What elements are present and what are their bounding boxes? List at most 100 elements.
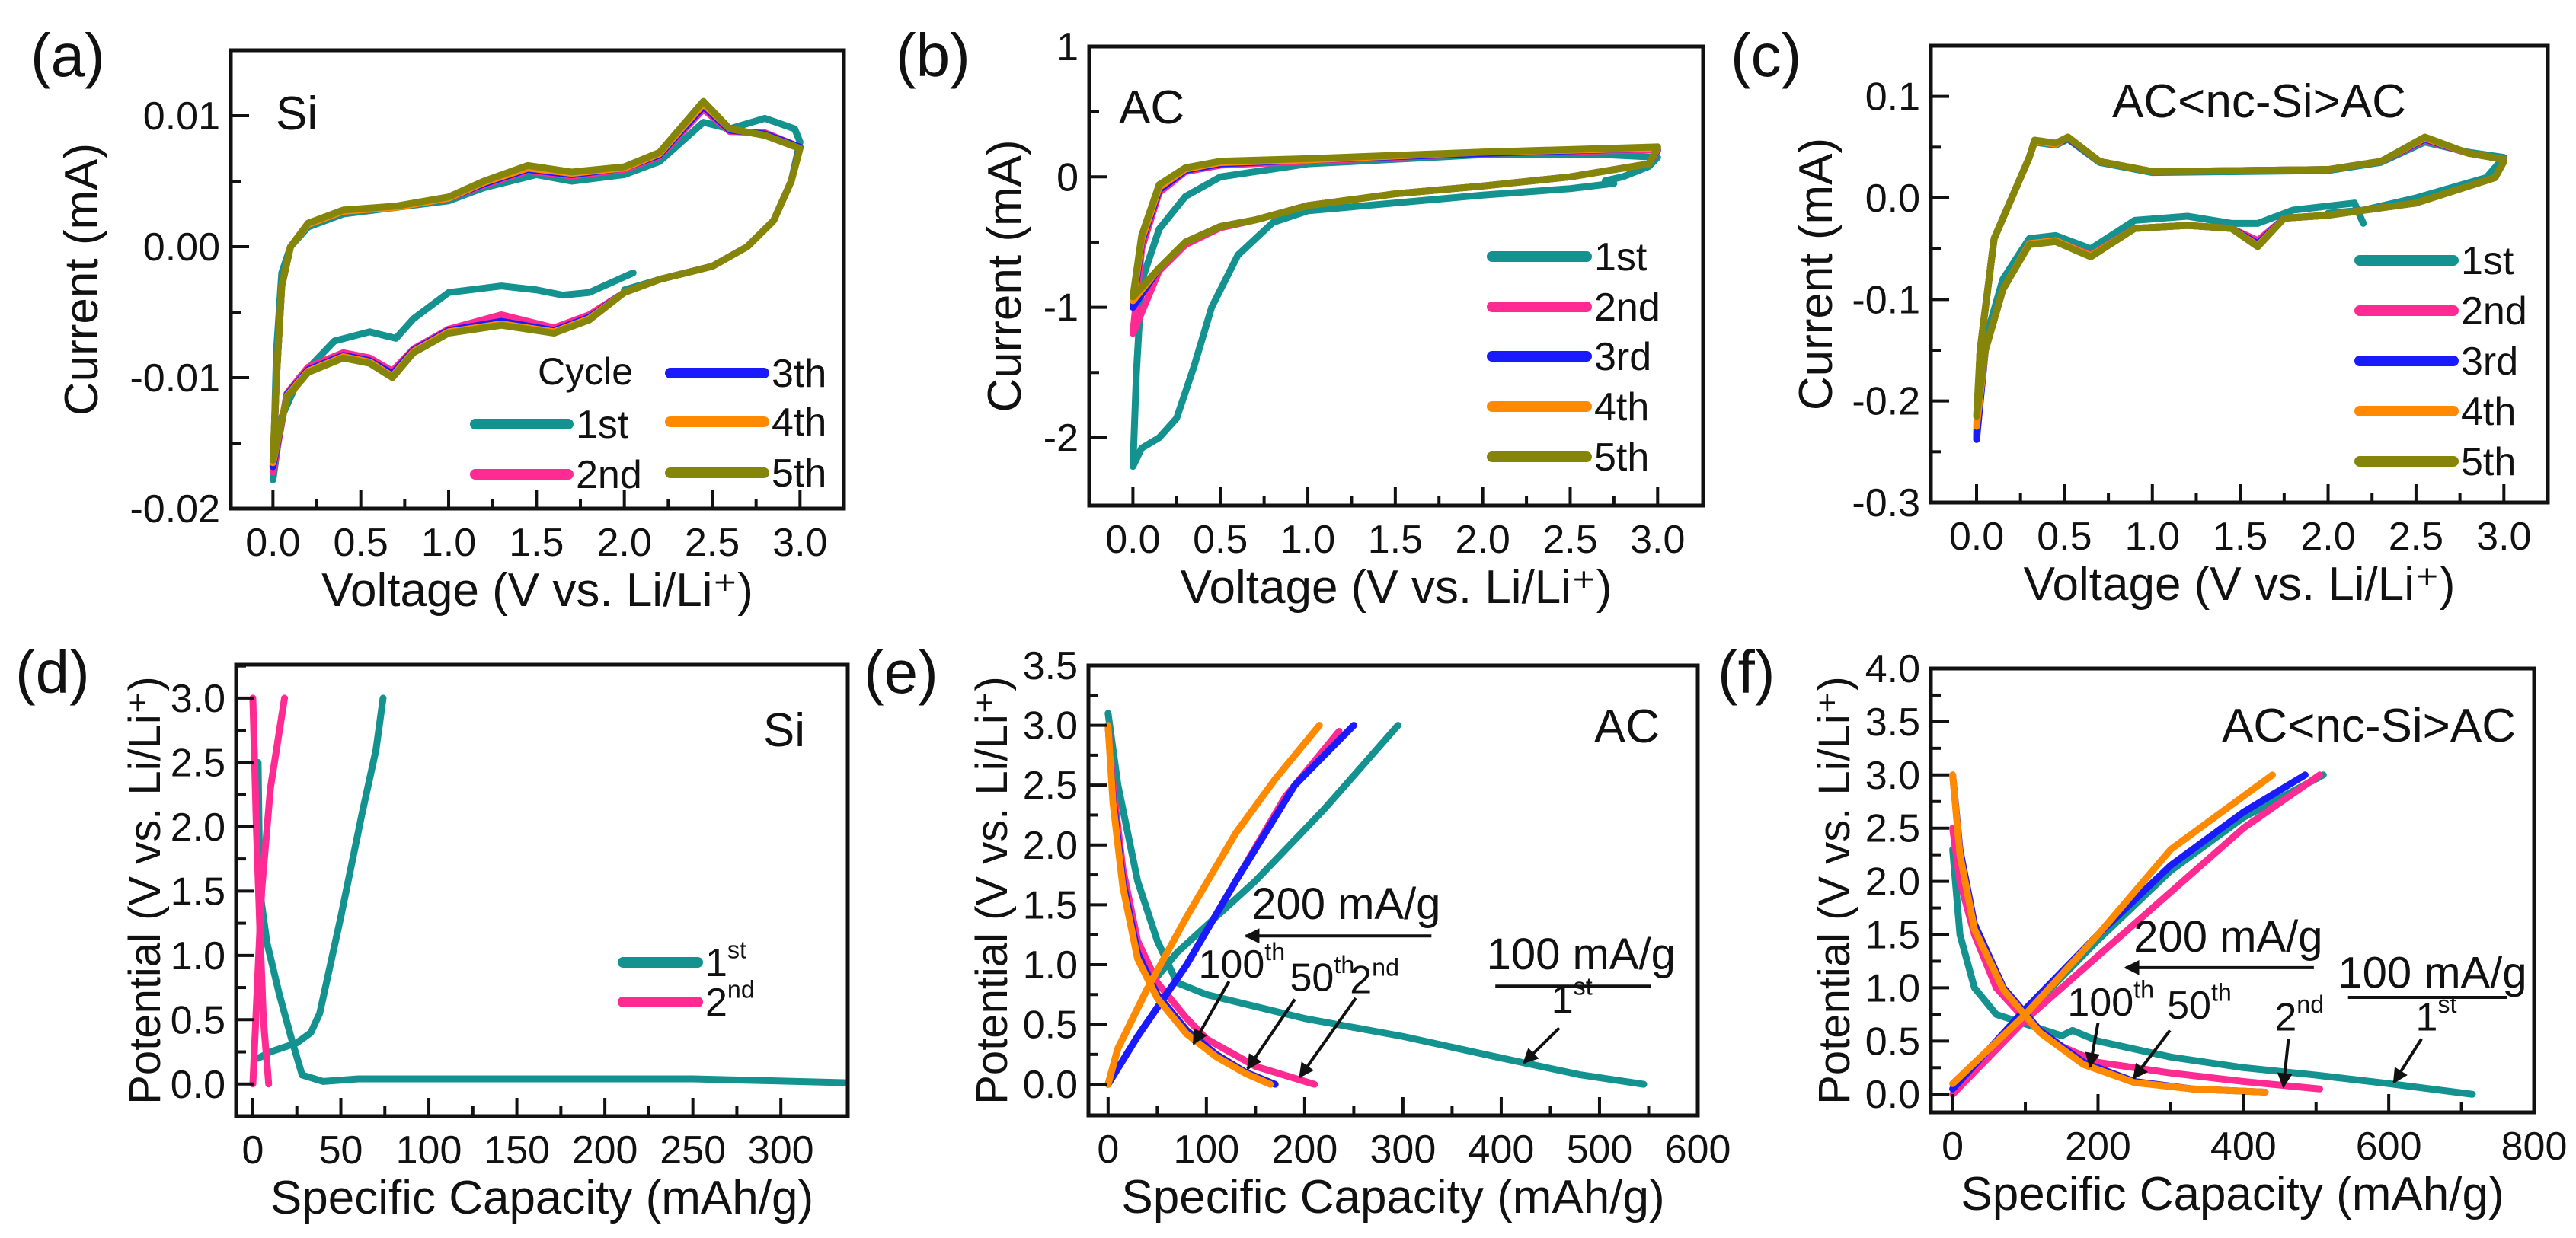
series-1st <box>1129 151 1661 471</box>
legend-entry: 3rd <box>2461 340 2518 384</box>
x-tick-label: 0 <box>241 1128 264 1173</box>
series-2nd-charge <box>1949 771 2324 1098</box>
annotation-label: 50th <box>2167 979 2232 1028</box>
y-tick-label: 1 <box>1056 25 1079 69</box>
x-tick-label: 150 <box>484 1128 550 1173</box>
sample-label: AC <box>1594 700 1660 753</box>
x-tick-label: 1.5 <box>1368 518 1423 562</box>
ticks <box>1931 667 2536 1112</box>
y-tick-label: 3.5 <box>1865 700 1920 745</box>
legend-title: Cycle <box>538 350 633 393</box>
panel-b: 0.0 0.5 1.0 1.5 2.0 2.5 3.0 -2 -1 0 1 Voltage (V vs… <box>896 21 1705 614</box>
x-axis-label: Specific Capacity (mAh/g) <box>1961 1168 2504 1220</box>
x-tick-label: 2.0 <box>597 521 652 565</box>
x-tick-label: 1.5 <box>509 521 564 565</box>
y-tick-label: 3.0 <box>1023 704 1078 748</box>
plot-area <box>1973 133 2507 443</box>
x-tick-label: 100 <box>396 1128 462 1173</box>
y-tick-label: 2.5 <box>1865 807 1920 851</box>
series-2nd-charge <box>249 694 289 1088</box>
x-tick-label: 0.5 <box>1193 518 1248 562</box>
x-tick-label: 2.0 <box>1456 518 1510 562</box>
y-tick-label: -0.1 <box>1852 278 1920 322</box>
panel-f: 0 200 400 600 800 0.0 0.5 1.0 1.5 2.0 2.5 3.0 3.5 4.0… <box>1718 638 2567 1220</box>
panel-c: 0.0 0.5 1.0 1.5 2.0 2.5 3.0 -0.3 -0.2 -0.1 0.0 0.1 V… <box>1731 21 2550 611</box>
x-tick-label: 0 <box>1097 1128 1119 1172</box>
legend-entry: 2nd <box>705 976 755 1025</box>
x-tick-label: 0.0 <box>1949 515 2004 559</box>
annotation-arrow <box>2085 1023 2101 1068</box>
panel-label: (d) <box>15 638 90 706</box>
legend-entry: 2nd <box>576 453 642 497</box>
y-tick-label: -0.01 <box>129 356 220 400</box>
x-tick-label: 100 <box>1173 1128 1239 1172</box>
y-tick-label: 1.0 <box>1865 966 1920 1010</box>
series-100th-discharge <box>1949 771 2269 1096</box>
series-5th <box>269 97 804 464</box>
y-tick-label: 2.0 <box>1865 860 1920 905</box>
legend-entry: 3th <box>772 352 826 396</box>
x-tick-label: 50 <box>319 1128 363 1173</box>
y-tick-label: 0.1 <box>1865 75 1920 120</box>
legend: 1st 2nd 3rd 4th 5th <box>2354 239 2527 484</box>
x-tick-label: 200 <box>1271 1128 1338 1172</box>
y-tick-label: -0.2 <box>1852 380 1920 424</box>
y-tick-label: 0.5 <box>1023 1003 1078 1048</box>
y-tick-label: 0.5 <box>171 998 225 1042</box>
legend-entry: 1st <box>705 936 746 985</box>
x-tick-label: 200 <box>2065 1125 2131 1169</box>
x-tick-label: 3.0 <box>2476 515 2531 559</box>
y-tick-label: 0.0 <box>1865 1073 1920 1117</box>
panel-label: (a) <box>30 21 105 89</box>
y-tick-label: 1.0 <box>171 934 225 978</box>
panel-a: 0.0 0.5 1.0 1.5 2.0 2.5 3.0 -0.02 -0.01 0.00 0.01 V… <box>30 21 846 617</box>
ticks <box>231 49 802 510</box>
y-axis-label: Current (mA) <box>979 139 1031 412</box>
x-tick-label: 600 <box>1665 1128 1731 1172</box>
annotation-label: 100 mA/g <box>1487 930 1676 979</box>
y-tick-label: -0.3 <box>1852 481 1920 525</box>
x-tick-label: 0.0 <box>245 521 300 565</box>
x-tick-label: 3.0 <box>772 521 827 565</box>
y-tick-label: 0.01 <box>143 94 220 139</box>
x-tick-label: 1.0 <box>1280 518 1335 562</box>
y-tick-label: 0 <box>1056 155 1079 199</box>
panel-label: (c) <box>1731 21 1801 89</box>
x-tick-label: 2.5 <box>685 521 740 565</box>
sample-label: Si <box>276 88 318 140</box>
series-5th <box>1129 143 1661 301</box>
plot-area <box>269 97 804 483</box>
series-100th-charge <box>1949 771 2276 1087</box>
sample-label: AC <box>1119 81 1184 134</box>
annotation-arrow <box>2277 1039 2293 1089</box>
x-tick-label: 400 <box>1469 1128 1535 1172</box>
x-axis-label: Voltage (V vs. Li/Li⁺) <box>2024 558 2456 611</box>
legend-entry: 5th <box>2461 440 2516 484</box>
series-50th-charge <box>1104 722 1357 1088</box>
annotation-arrow <box>1192 980 1231 1045</box>
ticks <box>1931 44 2506 504</box>
y-tick-label: 3.5 <box>1023 644 1078 688</box>
series-1st-discharge <box>254 758 848 1086</box>
plot-area <box>1129 143 1661 471</box>
x-axis-label: Specific Capacity (mAh/g) <box>270 1172 813 1224</box>
x-tick-label: 600 <box>2356 1125 2422 1169</box>
x-axis-label: Voltage (V vs. Li/Li⁺) <box>1181 561 1612 614</box>
y-tick-label: -2 <box>1044 416 1079 461</box>
y-tick-label: 0.0 <box>1023 1063 1078 1107</box>
y-axis-label: Potential (V vs. Li/Li⁺) <box>120 676 170 1105</box>
ticks <box>1088 664 1699 1115</box>
x-tick-label: 0.0 <box>1105 518 1160 562</box>
legend-entry: 5th <box>1594 436 1649 480</box>
x-tick-label: 0.5 <box>334 521 388 565</box>
x-tick-label: 2.5 <box>1542 518 1597 562</box>
x-tick-label: 300 <box>1370 1128 1437 1172</box>
x-tick-label: 2.5 <box>2389 515 2443 559</box>
legend-entry: 1st <box>576 403 629 447</box>
legend-entry: 2nd <box>2461 289 2527 333</box>
y-tick-label: 3.0 <box>1865 754 1920 798</box>
panel-label: (f) <box>1718 638 1775 706</box>
annotation-label: 200 mA/g <box>2133 912 2322 962</box>
legend-entry: 1st <box>1594 235 1648 279</box>
